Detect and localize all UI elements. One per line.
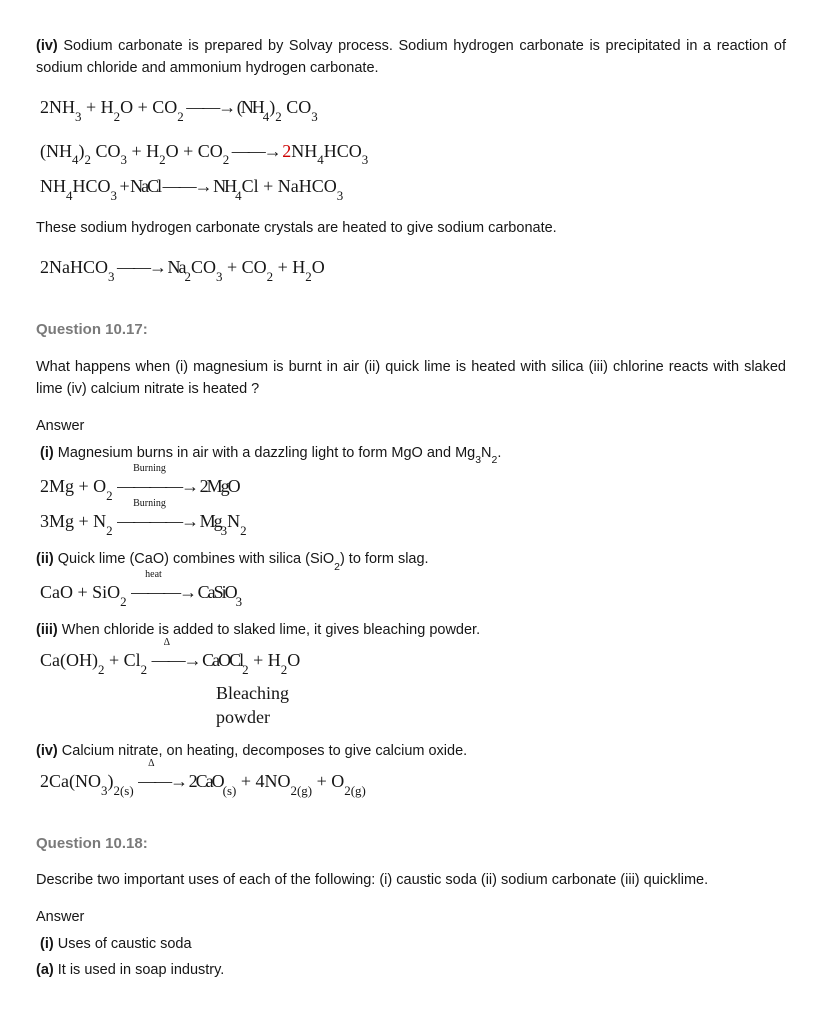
q18-a: (a) It is used in soap industry. [36,959,786,981]
q17-iii: (iii) When chloride is added to slaked l… [36,619,786,641]
iv-text: Sodium carbonate is prepared by Solvay p… [36,38,786,76]
q18-heading: Question 10.18: [36,832,786,855]
q18-text: Describe two important uses of each of t… [36,869,786,891]
equation-4: 2NaHCO3 ——→ Na2CO3 + CO2 + H2O [40,254,786,284]
equation-3: NH4HCO3 + NaCl ——→ NH4Cl + NaHCO3 [40,173,786,203]
answer-label-2: Answer [36,906,786,928]
iv-line2: These sodium hydrogen carbonate crystals… [36,217,786,239]
iv-intro: (iv) Sodium carbonate is prepared by Sol… [36,35,786,80]
q18-i: (i) Uses of caustic soda [36,933,786,955]
equation-7: CaO + SiO2 heat ———→ CaSiO3 [40,579,786,609]
equation-8: Ca(OH)2 + Cl2 Δ ——→ CaOCl2 + H2O [40,647,786,677]
equation-9: 2Ca(NO3)2(s) Δ ——→ 2CaO(s) + 4NO2(g) + O… [40,768,786,798]
bleaching-label-2: powder [216,705,786,729]
answer-label: Answer [36,415,786,437]
equation-6: 3Mg + N2 Burning ————→ Mg3N2 [40,508,786,538]
equation-2: (NH4)2 CO3 + H2O + CO2 ——→ 2NH4HCO3 [40,138,786,168]
bleaching-label-1: Bleaching [216,681,786,705]
iv-label: (iv) [36,38,63,54]
q17-heading: Question 10.17: [36,318,786,341]
q17-text: What happens when (i) magnesium is burnt… [36,356,786,401]
equation-1: 2NH3 + H2O + CO2 ——→ (NH4)2 CO3 [40,94,786,124]
